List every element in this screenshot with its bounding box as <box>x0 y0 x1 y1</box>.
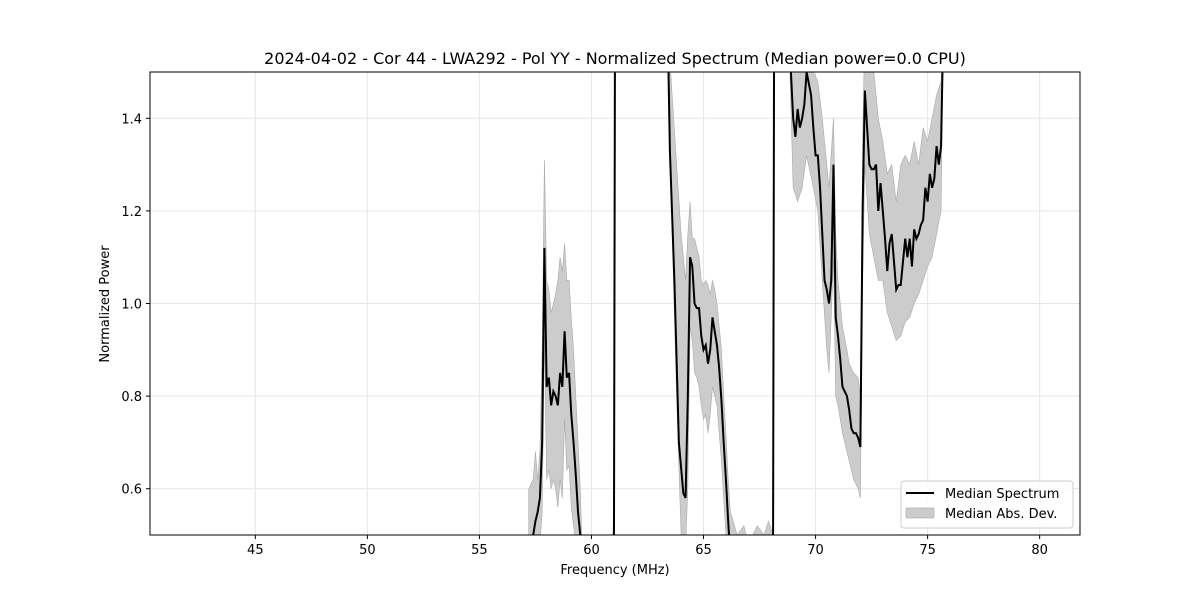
x-tick-label: 45 <box>247 543 264 558</box>
x-tick-label: 50 <box>359 543 376 558</box>
legend-box <box>900 480 1074 529</box>
x-tick-label: 75 <box>919 543 936 558</box>
x-axis: 45 50 55 60 65 70 75 80 <box>247 535 1048 558</box>
y-tick-label: 0.6 <box>121 483 142 498</box>
y-axis-label: Normalized Power <box>98 245 113 363</box>
legend-median-label: Median Spectrum <box>945 487 1059 502</box>
x-tick-label: 80 <box>1031 543 1048 558</box>
legend-mad-label: Median Abs. Dev. <box>945 507 1057 522</box>
y-tick-label: 1.2 <box>121 205 142 220</box>
x-tick-label: 55 <box>471 543 488 558</box>
legend-mad-swatch <box>905 507 935 519</box>
legend: Median Spectrum Median Abs. Dev. <box>900 480 1074 529</box>
x-tick-label: 65 <box>695 543 712 558</box>
x-tick-label: 60 <box>583 543 600 558</box>
x-axis-label: Frequency (MHz) <box>560 563 669 578</box>
y-tick-label: 1.0 <box>121 298 142 313</box>
y-tick-label: 0.8 <box>121 390 142 405</box>
x-tick-label: 70 <box>807 543 824 558</box>
median-spectrum-line <box>532 72 944 535</box>
y-tick-label: 1.4 <box>121 112 142 127</box>
y-axis: 0.6 0.8 1.0 1.2 1.4 <box>121 112 150 498</box>
chart-title: 2024-04-02 - Cor 44 - LWA292 - Pol YY - … <box>264 49 966 68</box>
